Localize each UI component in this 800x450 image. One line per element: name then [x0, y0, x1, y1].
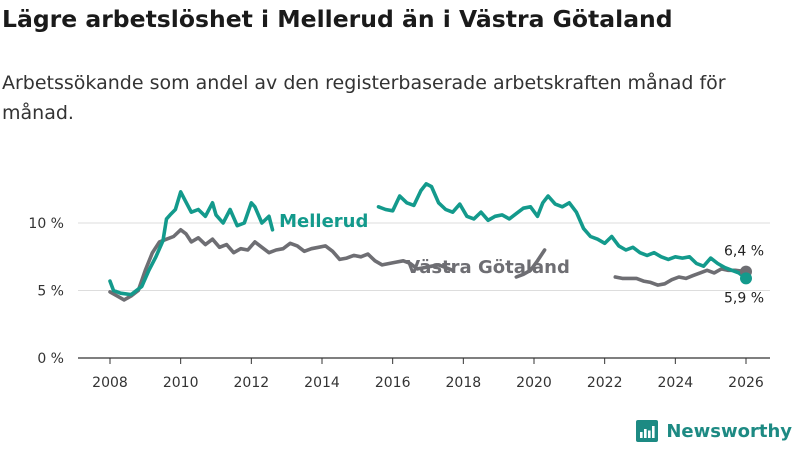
vastra-gotaland-line: [514, 248, 547, 279]
y-tick-label: 0 %: [37, 351, 64, 367]
mellerud-series-label: Mellerud: [279, 211, 368, 232]
x-tick-label: 2010: [163, 375, 199, 391]
x-tick-label: 2026: [728, 375, 764, 391]
vastra-gotaland-line: [108, 228, 455, 302]
x-tick-label: 2024: [658, 375, 694, 391]
mellerud-line: [108, 190, 275, 297]
vastra-gotaland-series-label: Västra Götaland: [406, 257, 570, 278]
mellerud-end-point: [740, 272, 752, 285]
y-tick-label: 10 %: [28, 216, 64, 232]
x-tick-label: 2016: [375, 375, 411, 391]
brand: Newsworthy: [635, 419, 792, 443]
x-tick-label: 2008: [92, 375, 128, 391]
y-tick-label: 5 %: [37, 284, 64, 300]
x-tick-label: 2022: [587, 375, 623, 391]
newsworthy-logo-icon: [636, 420, 659, 442]
mellerud-end-label: 5,9 %: [724, 290, 764, 306]
chart-subtitle: Arbetssökande som andel av den registerb…: [2, 72, 726, 124]
x-tick-label: 2012: [234, 375, 270, 391]
x-tick-label: 2014: [304, 375, 340, 391]
x-tick-label: 2018: [446, 375, 482, 391]
mellerud-line: [376, 182, 748, 281]
x-tick-label: 2020: [516, 375, 552, 391]
brand-name: Newsworthy: [666, 420, 792, 442]
vastra-gotaland-line: [613, 267, 748, 287]
chart-title: Lägre arbetslöshet i Mellerud än i Västr…: [2, 5, 673, 33]
vastra-gotaland-end-label: 6,4 %: [724, 244, 764, 260]
